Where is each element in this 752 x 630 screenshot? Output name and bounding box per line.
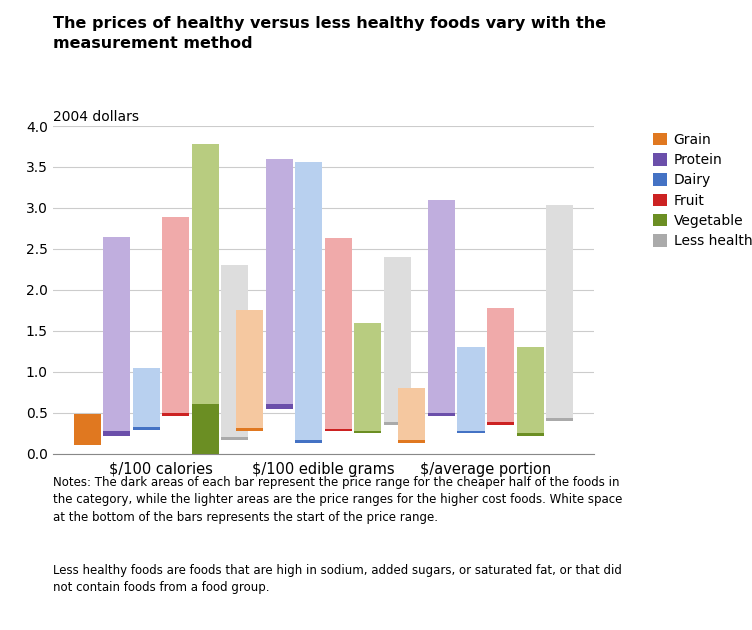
Bar: [399, 388, 426, 440]
Bar: [221, 265, 248, 437]
Bar: [265, 159, 293, 404]
Bar: [354, 431, 381, 433]
Bar: [192, 404, 219, 454]
Text: Notes: The dark areas of each bar represent the price range for the cheaper half: Notes: The dark areas of each bar repres…: [53, 476, 622, 524]
Bar: [517, 347, 544, 433]
Bar: [546, 205, 573, 418]
Bar: [517, 433, 544, 435]
Bar: [399, 440, 426, 443]
Legend: Grain, Protein, Dairy, Fruit, Vegetable, Less healthy: Grain, Protein, Dairy, Fruit, Vegetable,…: [653, 133, 752, 248]
Bar: [236, 310, 263, 428]
Bar: [236, 428, 263, 431]
Bar: [457, 347, 484, 431]
Bar: [546, 418, 573, 421]
Bar: [428, 413, 455, 416]
Bar: [132, 368, 159, 427]
Bar: [354, 323, 381, 431]
Bar: [325, 429, 352, 432]
Bar: [221, 437, 248, 440]
Bar: [132, 427, 159, 430]
Text: 2004 dollars: 2004 dollars: [53, 110, 138, 124]
Bar: [103, 432, 130, 435]
Bar: [384, 257, 411, 423]
Bar: [162, 413, 190, 416]
Bar: [162, 217, 190, 413]
Bar: [428, 200, 455, 413]
Bar: [295, 162, 322, 440]
Bar: [487, 423, 514, 425]
Bar: [74, 415, 101, 445]
Bar: [192, 144, 219, 404]
Bar: [103, 236, 130, 432]
Bar: [384, 423, 411, 425]
Bar: [325, 238, 352, 429]
Bar: [295, 440, 322, 443]
Bar: [265, 404, 293, 408]
Bar: [457, 431, 484, 433]
Text: Less healthy foods are foods that are high in sodium, added sugars, or saturated: Less healthy foods are foods that are hi…: [53, 564, 621, 594]
Bar: [487, 308, 514, 423]
Text: The prices of healthy versus less healthy foods vary with the
measurement method: The prices of healthy versus less health…: [53, 16, 606, 50]
